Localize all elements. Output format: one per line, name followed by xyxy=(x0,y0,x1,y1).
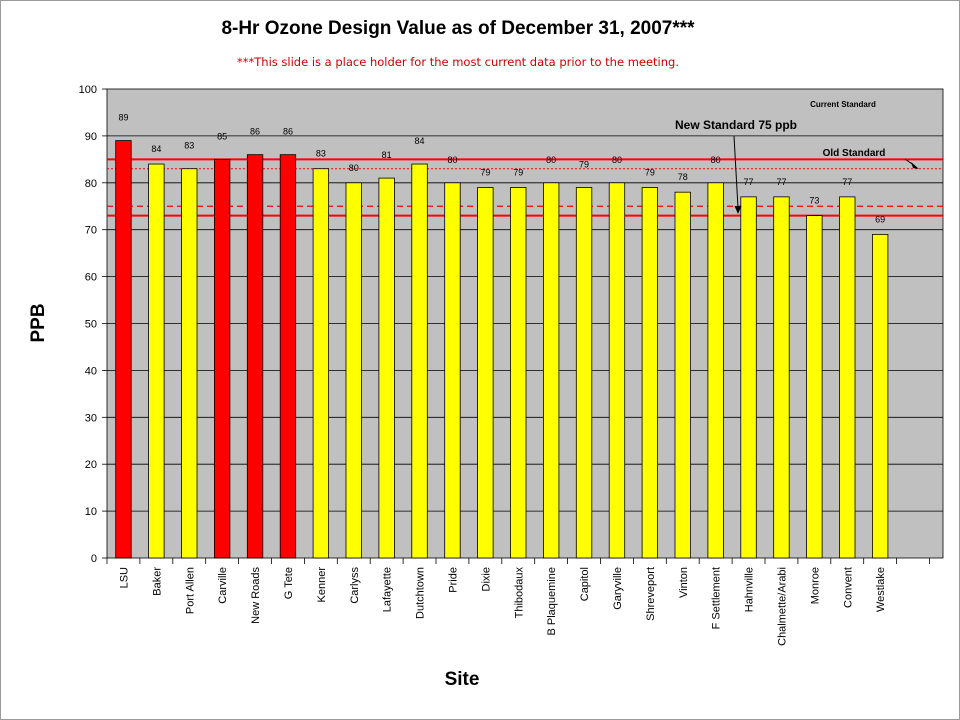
x-tick-label: Chalmette/Arabi xyxy=(776,567,788,646)
y-tick-label: 20 xyxy=(85,459,97,471)
bar xyxy=(806,215,823,559)
x-tick-label: B Plaquemine xyxy=(546,567,558,636)
y-tick-label: 60 xyxy=(85,272,97,284)
bar xyxy=(115,140,132,559)
bars xyxy=(115,140,889,559)
x-tick-label: Convent xyxy=(842,567,854,608)
x-tick-label: Dixie xyxy=(480,567,492,591)
x-axis-label: Site xyxy=(445,669,480,690)
data-label: 83 xyxy=(316,149,326,159)
chart-title: 8-Hr Ozone Design Value as of December 3… xyxy=(221,18,695,39)
data-label: 79 xyxy=(579,159,589,169)
data-label: 80 xyxy=(349,163,359,173)
x-tick-label: F Settlement xyxy=(711,567,723,629)
chart-subtitle: ***This slide is a place holder for the … xyxy=(237,55,679,69)
bar xyxy=(411,163,428,559)
y-tick-label: 80 xyxy=(85,178,97,190)
data-label: 77 xyxy=(744,177,754,187)
bar xyxy=(181,168,198,559)
data-label: 89 xyxy=(118,113,128,123)
data-label: 84 xyxy=(151,144,161,154)
y-tick-label: 30 xyxy=(85,412,97,424)
y-tick-labels: 0 10 20 30 40 50 60 70 80 90 100 xyxy=(79,84,97,565)
x-tick-label: Thibodaux xyxy=(513,567,525,619)
data-label: 80 xyxy=(711,155,721,165)
bar xyxy=(543,182,560,559)
y-tick-label: 0 xyxy=(91,553,97,565)
y-axis-label: PPB xyxy=(28,303,49,342)
x-tick-label: Westlake xyxy=(875,567,887,612)
x-tick-label: Garyville xyxy=(612,567,624,610)
x-tick-label: Kenner xyxy=(316,567,328,603)
data-label: 80 xyxy=(546,155,556,165)
y-tick-label: 90 xyxy=(85,131,97,143)
y-tick-label: 70 xyxy=(85,225,97,237)
annotation-current-standard: Current Standard xyxy=(810,100,876,109)
x-tick-label: G Tete xyxy=(283,567,295,599)
data-label: 84 xyxy=(415,136,425,146)
bar xyxy=(312,168,330,559)
bar xyxy=(510,187,527,559)
x-tick-label: Capitol xyxy=(579,567,591,601)
data-label: 85 xyxy=(217,131,227,141)
x-tick-label: Port Allen xyxy=(184,567,196,614)
data-label: 81 xyxy=(382,150,392,160)
bar xyxy=(246,154,264,559)
data-label: 78 xyxy=(678,172,688,182)
x-tick-label: Monroe xyxy=(809,567,821,604)
bar xyxy=(378,177,395,559)
bar xyxy=(608,182,626,559)
bar xyxy=(641,187,658,559)
old-standard-arrowhead xyxy=(911,162,919,169)
data-label: 80 xyxy=(447,155,457,165)
bar xyxy=(740,196,757,559)
annotations: Current Standard New Standard 75 ppb Old S… xyxy=(675,100,919,214)
x-tick-label: Hahnville xyxy=(744,567,756,612)
bar xyxy=(213,158,231,559)
data-label: 86 xyxy=(250,127,260,137)
y-tick-label: 100 xyxy=(79,84,97,96)
data-label: 86 xyxy=(283,127,293,137)
x-tick-labels: LSU Baker Port Allen Carville New Roads G Tet… xyxy=(118,567,887,646)
x-tick-label: Carville xyxy=(217,567,229,604)
data-label: 80 xyxy=(612,155,622,165)
data-label: 77 xyxy=(842,177,852,187)
data-label: 79 xyxy=(645,167,655,177)
y-tick-label: 50 xyxy=(85,319,97,331)
data-label: 79 xyxy=(480,167,490,177)
bar xyxy=(345,182,362,559)
data-label: 77 xyxy=(776,177,786,187)
x-tick-label: Shreveport xyxy=(645,567,657,621)
annotation-old-standard: Old Standard xyxy=(823,148,886,159)
x-tick-label: Vinton xyxy=(678,567,690,598)
data-label: 79 xyxy=(513,167,523,177)
x-tick-label: New Roads xyxy=(250,567,262,624)
bar xyxy=(839,196,856,559)
data-labels: 89 84 83 85 86 86 83 80 81 84 80 79 79 80 79 80 79 78 80 77… xyxy=(118,113,885,225)
data-label: 73 xyxy=(809,196,819,206)
bar xyxy=(477,187,494,559)
bar xyxy=(773,196,790,559)
x-tick-label: Pride xyxy=(447,567,459,593)
x-tick-label: Lafayette xyxy=(382,567,394,612)
y-tick-label: 40 xyxy=(85,365,97,377)
bar xyxy=(575,187,593,559)
bar xyxy=(279,154,297,559)
bar xyxy=(444,182,461,559)
x-tick-label: Baker xyxy=(151,567,163,596)
bar xyxy=(674,191,691,559)
x-tick-label: LSU xyxy=(118,567,130,588)
y-tick-label: 10 xyxy=(85,506,97,518)
annotation-new-standard: New Standard 75 ppb xyxy=(675,118,797,132)
x-tick-label: Carlyss xyxy=(349,567,361,604)
bar xyxy=(872,233,889,559)
bar xyxy=(707,182,724,559)
x-tick-label: Dutchtown xyxy=(415,567,427,619)
new-standard-arrowhead xyxy=(734,206,742,214)
data-label: 69 xyxy=(875,214,885,224)
new-standard-arrow xyxy=(733,135,739,209)
bar xyxy=(148,163,165,559)
data-label: 83 xyxy=(184,141,194,151)
